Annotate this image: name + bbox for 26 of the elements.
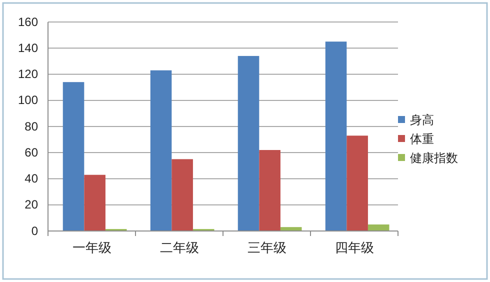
y-tick-label: 0 bbox=[31, 224, 38, 238]
bar bbox=[346, 136, 368, 231]
y-tick-label: 60 bbox=[24, 145, 38, 160]
bar bbox=[172, 159, 193, 231]
y-tick-label: 160 bbox=[18, 14, 38, 29]
bar bbox=[62, 82, 84, 231]
legend-label: 体重 bbox=[410, 132, 434, 146]
y-tick-label: 120 bbox=[18, 67, 38, 82]
bar bbox=[84, 174, 106, 231]
x-tick-label: 一年级 bbox=[72, 240, 112, 256]
x-tick-label: 四年级 bbox=[334, 240, 374, 256]
legend-label: 健康指数 bbox=[410, 151, 458, 165]
y-tick-label: 80 bbox=[24, 119, 38, 134]
x-tick-label: 三年级 bbox=[247, 240, 286, 256]
bar bbox=[325, 42, 347, 231]
legend-label: 身高 bbox=[410, 113, 434, 127]
bar bbox=[259, 150, 280, 231]
bar bbox=[280, 227, 302, 231]
bar bbox=[238, 56, 260, 231]
y-tick-label: 20 bbox=[24, 198, 38, 212]
y-tick-label: 40 bbox=[24, 172, 38, 186]
x-tick-label: 二年级 bbox=[160, 240, 199, 256]
bar bbox=[150, 70, 172, 231]
y-tick-label: 100 bbox=[18, 93, 38, 108]
bar bbox=[368, 224, 390, 231]
y-tick-label: 140 bbox=[18, 40, 38, 55]
